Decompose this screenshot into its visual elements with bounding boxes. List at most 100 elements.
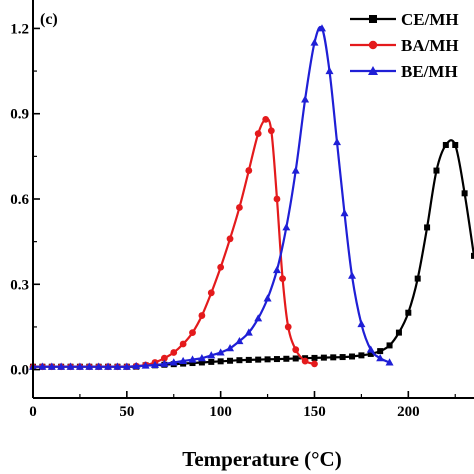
data-point	[179, 356, 188, 365]
data-point	[244, 328, 253, 336]
data-point	[254, 314, 263, 322]
data-point	[179, 340, 187, 348]
panel-label: (c)	[40, 11, 58, 28]
data-point	[236, 204, 243, 211]
data-point	[217, 358, 224, 365]
data-point	[282, 223, 291, 231]
data-point	[75, 362, 84, 370]
y-tick-label: 0.3	[10, 277, 29, 293]
data-point	[348, 271, 357, 279]
y-tick-label: 0.9	[10, 107, 29, 123]
x-tick-label: 50	[119, 404, 134, 420]
data-point	[207, 351, 216, 359]
data-point	[442, 141, 449, 148]
data-point	[291, 166, 300, 174]
data-point	[349, 353, 356, 360]
data-point	[376, 354, 385, 362]
data-point	[38, 362, 47, 370]
data-point	[267, 127, 275, 135]
legend-label: BA/MH	[401, 36, 459, 55]
series-line	[32, 25, 391, 368]
data-point	[279, 275, 286, 282]
x-tick-label: 0	[29, 404, 37, 420]
data-point	[245, 167, 253, 174]
data-point	[122, 362, 131, 370]
data-point	[461, 190, 468, 197]
data-point	[226, 344, 235, 352]
data-point	[273, 195, 281, 203]
data-point	[283, 355, 290, 362]
y-tick-label: 0.0	[10, 363, 29, 379]
legend-label: BE/MH	[401, 62, 458, 81]
data-point	[330, 354, 337, 361]
data-point	[358, 352, 365, 359]
x-tick-label: 150	[303, 404, 326, 420]
data-point	[340, 209, 349, 217]
data-point	[104, 362, 113, 370]
data-point	[160, 354, 168, 362]
data-point	[208, 358, 215, 365]
data-point	[198, 312, 206, 319]
data-point	[385, 358, 394, 366]
data-point	[333, 137, 342, 146]
data-point	[366, 345, 375, 353]
data-point	[245, 356, 252, 363]
data-point	[292, 346, 300, 354]
data-point	[424, 224, 431, 231]
data-point	[189, 329, 196, 337]
data-point	[188, 355, 197, 363]
data-point	[452, 141, 459, 148]
data-point	[357, 319, 366, 328]
data-point	[47, 362, 56, 370]
y-tick-label: 0.6	[10, 192, 29, 208]
data-point	[264, 356, 271, 363]
legend-item: BA/MH	[350, 36, 459, 55]
data-point	[235, 336, 244, 345]
legend-item: BE/MH	[350, 62, 458, 81]
data-point	[66, 362, 75, 370]
axis-layer: 0 50 100 150 200 0.0 0.3 0.6 0.9 1.2	[10, 0, 474, 420]
data-point	[311, 360, 318, 368]
series-layer	[29, 24, 474, 371]
data-point	[226, 235, 234, 243]
x-tick-label: 200	[397, 404, 420, 420]
data-point	[284, 323, 292, 331]
data-point	[217, 263, 225, 271]
data-point	[320, 354, 327, 361]
data-point	[227, 357, 234, 364]
data-point	[386, 342, 393, 349]
data-point	[198, 359, 205, 366]
data-point	[395, 329, 402, 336]
series-ba-mh	[29, 116, 318, 371]
data-point	[367, 350, 374, 357]
series-be-mh	[29, 24, 394, 370]
legend-label: CE/MH	[401, 10, 459, 29]
data-point	[301, 95, 310, 103]
data-point	[254, 130, 262, 138]
data-point	[292, 355, 299, 362]
data-point	[160, 359, 169, 367]
data-point	[189, 360, 196, 367]
data-point	[94, 362, 103, 370]
data-point	[273, 356, 280, 363]
data-point	[414, 275, 421, 282]
data-point	[85, 362, 94, 370]
data-point	[236, 357, 243, 364]
legend-marker	[368, 40, 378, 50]
data-point	[113, 362, 122, 370]
data-point	[255, 356, 262, 363]
data-point	[325, 66, 334, 75]
data-point	[263, 294, 272, 302]
data-point	[207, 289, 215, 297]
data-point	[272, 265, 281, 274]
data-point	[150, 360, 159, 369]
data-point	[405, 309, 412, 316]
data-point	[132, 361, 141, 370]
data-point	[433, 167, 440, 174]
data-point	[216, 348, 225, 356]
data-point	[197, 354, 206, 362]
data-point	[317, 24, 326, 32]
legend: CE/MH BA/MH BE/MH	[350, 10, 459, 81]
data-point	[301, 357, 309, 365]
